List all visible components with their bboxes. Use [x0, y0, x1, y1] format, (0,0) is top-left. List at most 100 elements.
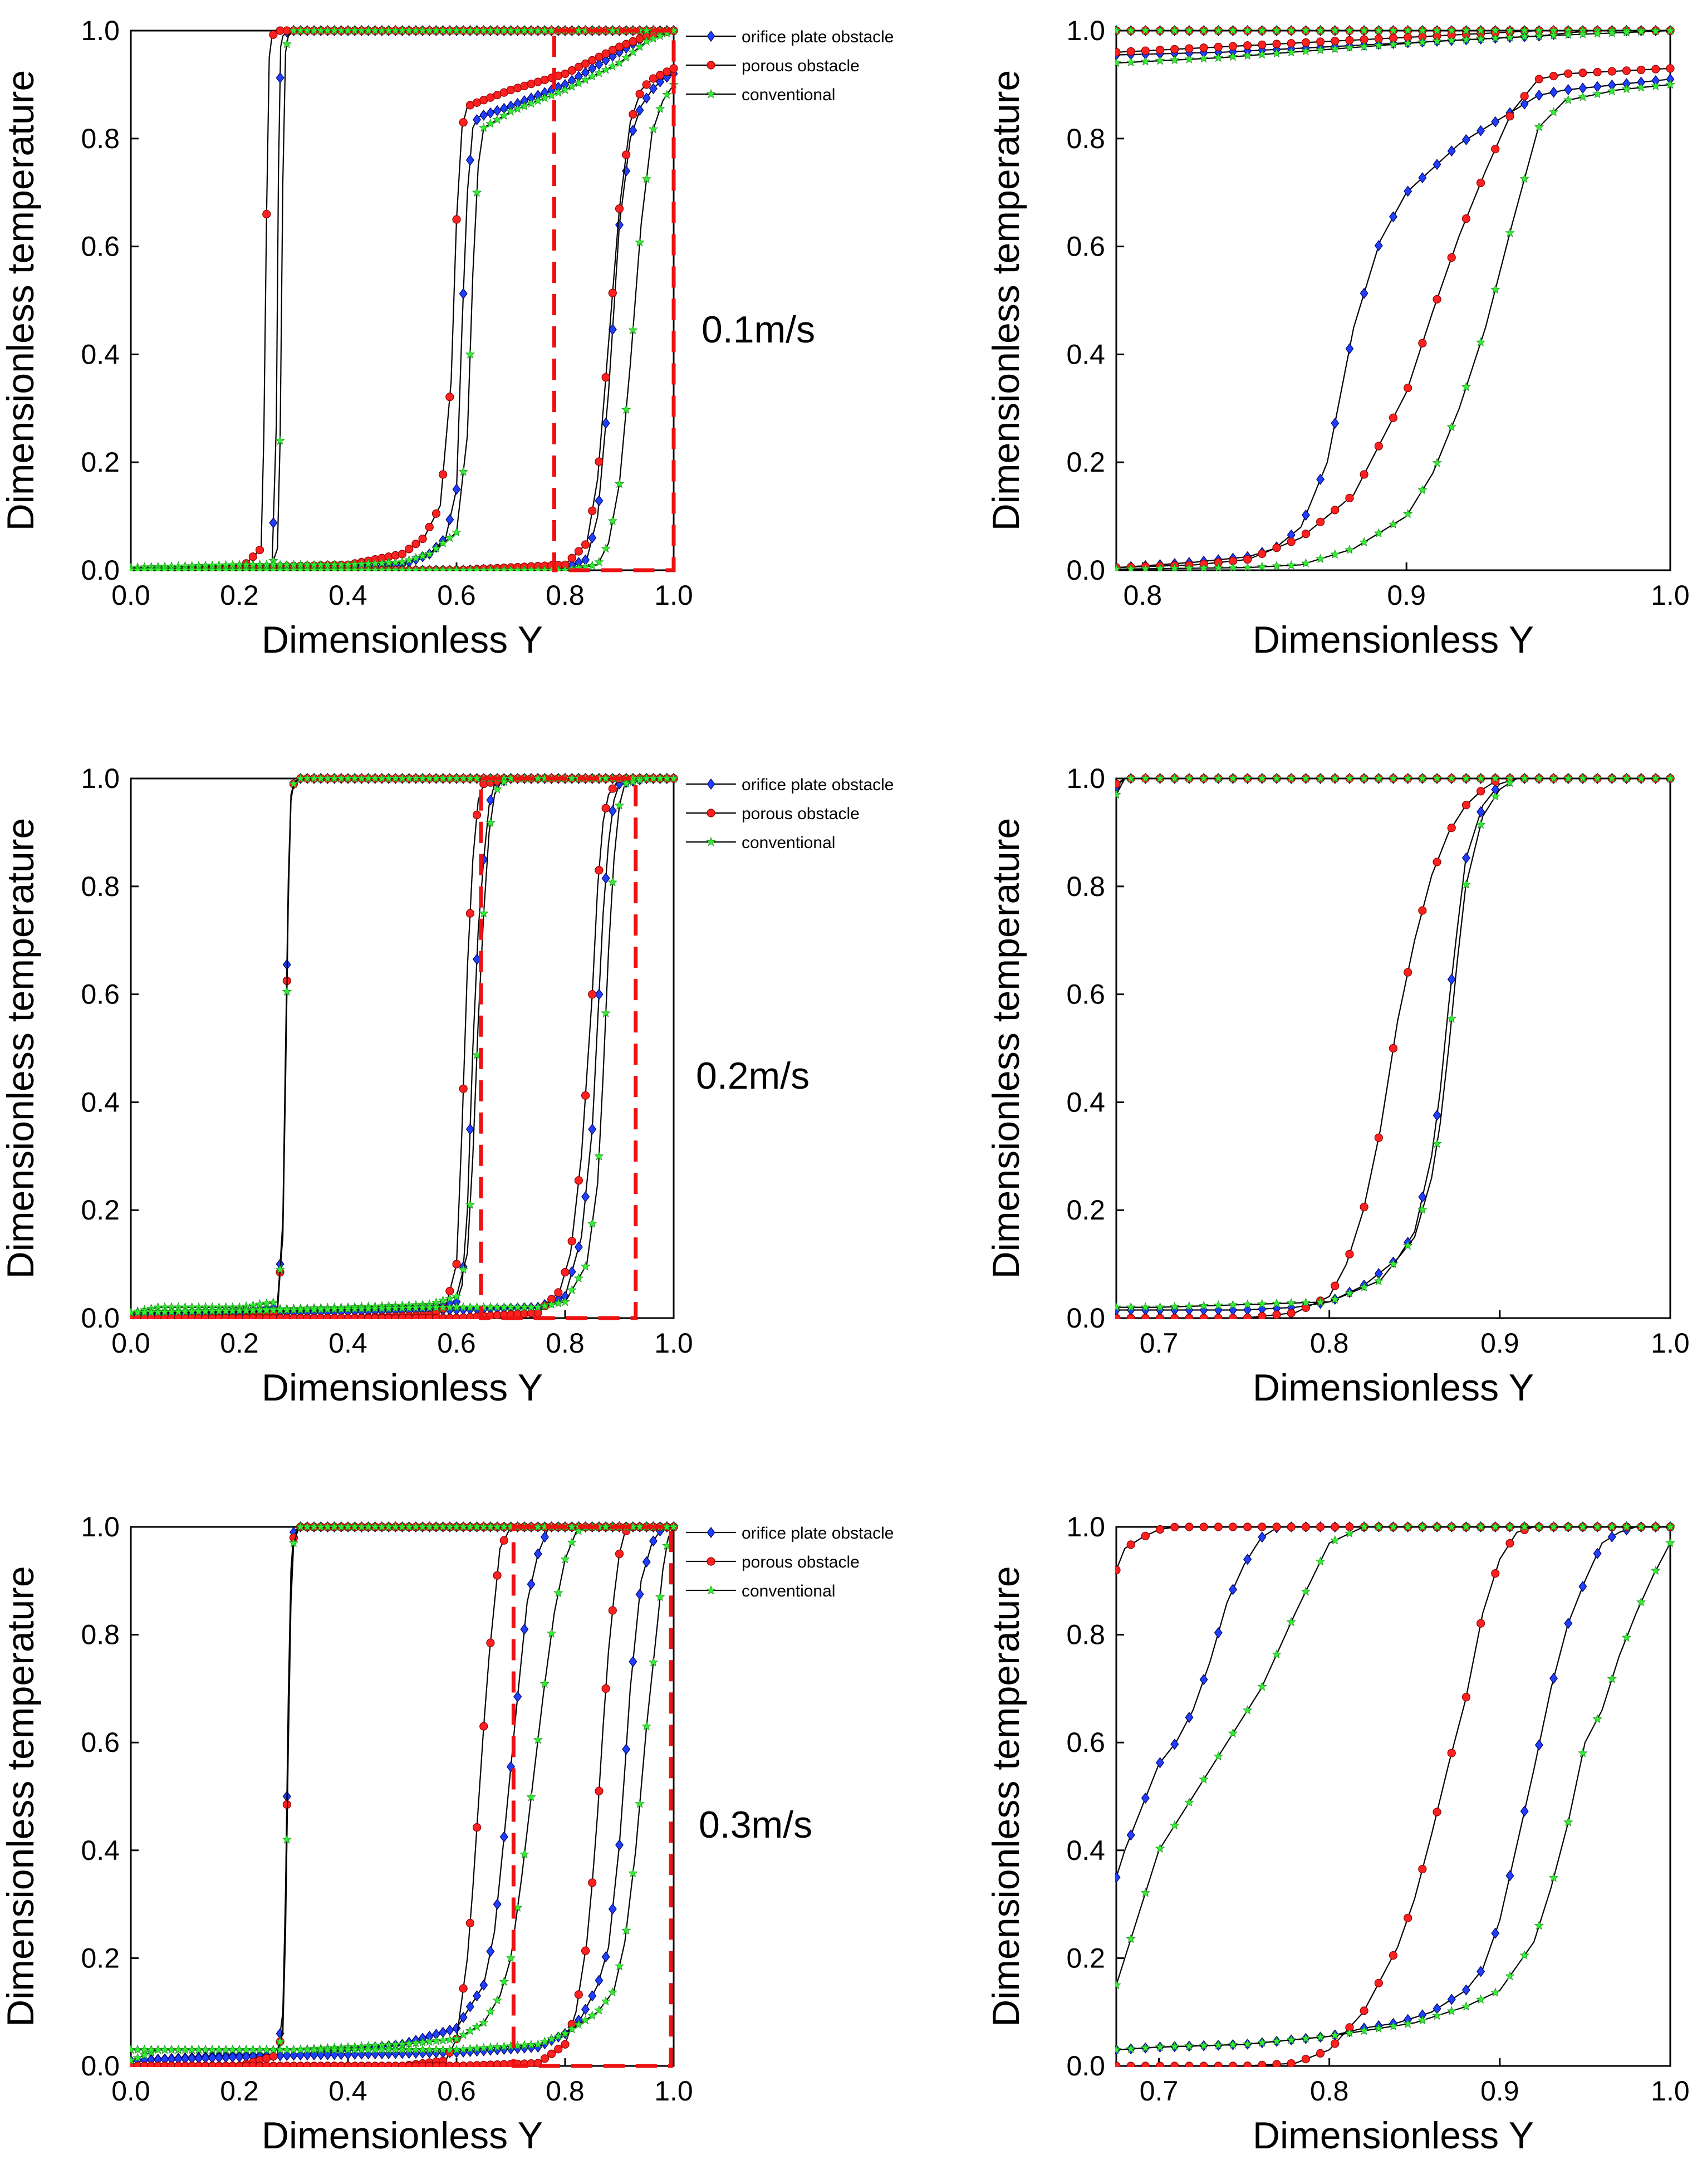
data-point-porous [1666, 64, 1675, 73]
data-point-conventional [628, 47, 638, 57]
data-point-conventional [594, 557, 604, 566]
data-point-porous [1331, 506, 1340, 515]
data-point-conventional [1301, 2033, 1311, 2043]
data-point-conventional [1359, 1282, 1369, 1292]
data-point-conventional [1242, 25, 1253, 35]
data-point-conventional [1115, 564, 1121, 571]
data-point-porous [262, 209, 271, 219]
series-line-conventional [130, 1526, 674, 2061]
data-point-conventional [1272, 25, 1282, 35]
data-point-porous [1301, 38, 1310, 47]
data-point-conventional [1315, 45, 1326, 55]
data-point-porous [595, 866, 604, 875]
data-point-conventional [1242, 1705, 1253, 1715]
y-tick-label: 1.0 [1066, 763, 1105, 794]
data-point-conventional [479, 123, 489, 132]
data-point-conventional [1228, 773, 1238, 783]
data-point-conventional [1475, 25, 1486, 35]
data-point-conventional [1228, 1300, 1238, 1309]
data-point-conventional [662, 89, 672, 99]
legend-item-orifice: orifice plate obstacle [686, 1524, 894, 1542]
data-point-conventional [1636, 1521, 1646, 1531]
data-point-porous [1115, 780, 1121, 789]
data-point-orifice [1447, 145, 1456, 157]
legend-marker-orifice [707, 31, 715, 42]
legend-label: conventional [742, 834, 835, 852]
data-point-porous [452, 1260, 461, 1269]
x-tick-label: 0.4 [328, 1328, 367, 1359]
data-point-porous [595, 52, 604, 61]
velocity-annotation: 0.1m/s [702, 308, 815, 351]
legend-marker-conventional [706, 89, 716, 99]
data-point-conventional [1534, 773, 1544, 783]
series-line-orifice [130, 1526, 674, 2061]
data-point-conventional [614, 1961, 625, 1971]
legend-marker-orifice [707, 1527, 715, 1538]
data-point-conventional [1345, 25, 1355, 35]
data-point-conventional [1184, 563, 1194, 571]
series-line-conventional [130, 30, 674, 569]
y-tick-label: 0.6 [81, 231, 120, 262]
data-point-orifice [574, 1241, 583, 1253]
data-point-conventional [1621, 27, 1632, 37]
data-point-porous [608, 1606, 617, 1615]
data-point-conventional [539, 92, 550, 102]
data-point-conventional [1578, 29, 1588, 38]
data-point-conventional [553, 1588, 563, 1598]
y-tick-label: 0.4 [1066, 1086, 1105, 1118]
data-point-orifice [1491, 116, 1500, 128]
data-point-porous [1214, 1522, 1223, 1531]
series-line-porous [131, 1526, 674, 2067]
data-point-conventional [641, 174, 651, 183]
data-point-conventional [1490, 773, 1500, 783]
data-point-conventional [607, 61, 617, 71]
data-point-porous [1243, 41, 1252, 50]
series-line-conventional [1116, 1542, 1671, 2051]
data-point-conventional [1140, 773, 1151, 783]
data-point-conventional [1199, 1300, 1209, 1310]
data-point-conventional [1490, 1987, 1500, 1997]
data-point-orifice [473, 1990, 482, 2002]
data-point-porous [547, 2049, 556, 2058]
data-point-conventional [139, 2050, 150, 2060]
data-point-porous [1578, 68, 1587, 77]
data-point-porous [1228, 1522, 1238, 1531]
data-point-porous [608, 784, 617, 793]
data-point-porous [663, 67, 671, 76]
data-point-porous [1477, 787, 1485, 796]
data-point-conventional [1330, 773, 1340, 783]
chart-panels-layer: 0.0 0.2 0.4 0.6 0.8 1.0 0.0 0.2 0.4 0.6 0.8 1.0 Dime… [0, 15, 1690, 2157]
y-tick-label: 0.6 [1066, 231, 1105, 262]
series-line-orifice [130, 1526, 674, 2061]
plot-area [130, 1521, 679, 2067]
data-point-conventional [1170, 55, 1180, 65]
y-tick-label: 0.0 [81, 2050, 120, 2082]
data-point-conventional [1272, 48, 1282, 58]
data-point-orifice [1578, 82, 1587, 94]
data-point-conventional [1301, 1297, 1311, 1307]
data-point-conventional [587, 71, 597, 81]
data-point-porous [405, 545, 414, 554]
data-point-conventional [1242, 2039, 1253, 2049]
data-point-porous [398, 550, 407, 559]
y-tick-label: 0.6 [81, 979, 120, 1010]
plot-frame [1115, 30, 1671, 571]
data-point-conventional [1330, 25, 1340, 35]
data-point-conventional [1432, 458, 1442, 467]
legend-marker-conventional [706, 836, 716, 846]
data-point-orifice [445, 514, 454, 526]
data-point-orifice [1593, 1548, 1602, 1559]
data-point-porous [1316, 1522, 1325, 1531]
data-point-conventional [1140, 564, 1151, 571]
data-point-conventional [1170, 25, 1180, 35]
data-point-porous [445, 393, 454, 401]
data-point-porous [1389, 413, 1398, 422]
data-point-porous [1155, 1525, 1165, 1534]
data-point-conventional [1432, 25, 1442, 35]
data-point-conventional [553, 87, 563, 97]
data-point-porous [629, 110, 637, 119]
data-point-porous [1374, 1979, 1383, 1987]
data-point-conventional [506, 1953, 516, 1962]
data-point-orifice [1331, 418, 1340, 429]
x-tick-label: 1.0 [654, 1328, 693, 1359]
